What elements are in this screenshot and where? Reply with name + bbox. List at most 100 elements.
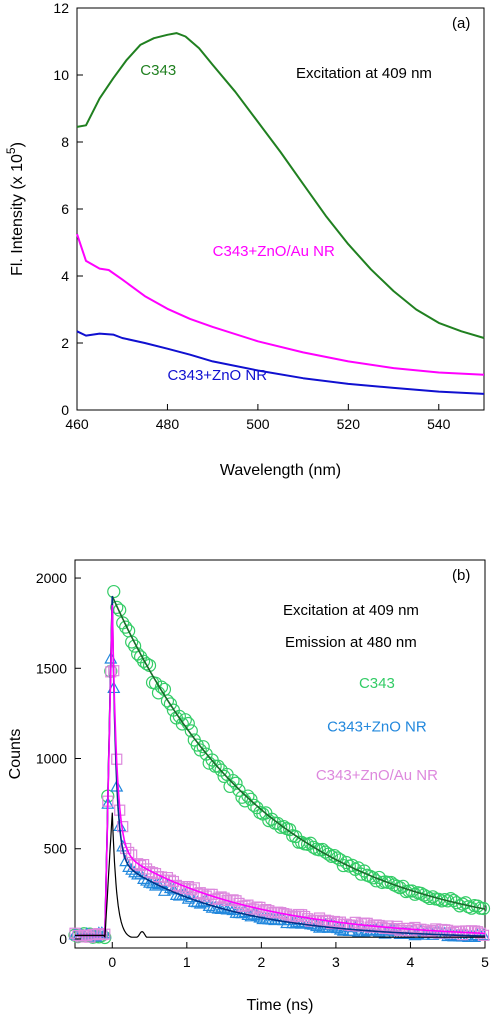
data-point [128, 639, 142, 653]
data-point [223, 901, 237, 914]
data-point [146, 876, 160, 889]
panel-a-series-labels: C343 C343+ZnO/Au NR C343+ZnO NR [140, 62, 335, 384]
data-point [229, 776, 243, 790]
series-label: C343+ZnO/Au NR [213, 243, 335, 260]
y-tick-label: 0 [59, 931, 67, 947]
data-point [381, 875, 395, 889]
data-point [400, 925, 412, 937]
data-point [149, 867, 162, 880]
fit-line [75, 596, 485, 938]
data-point [349, 916, 361, 928]
data-point [93, 928, 105, 940]
data-point [346, 920, 358, 932]
y-tick-label: 12 [53, 0, 69, 16]
data-point [139, 657, 154, 671]
series-label: C343+ZnO NR [327, 718, 427, 735]
panel-a: 460 480 500 520 540 0 2 4 6 8 10 12 (a) Excitation … [4, 0, 485, 479]
panel-a-y-axis-label: Fl. Intensity (x 105) [4, 142, 26, 276]
x-tick-label: 480 [156, 416, 180, 432]
data-point [321, 847, 336, 861]
data-point [306, 840, 321, 854]
fit-line [75, 812, 485, 938]
panel-b-label: (b) [452, 567, 470, 584]
panel-b-annotation-excitation: Excitation at 409 nm [283, 602, 419, 619]
data-point [196, 740, 210, 754]
panel-b-x-axis-label: Time (ns) [247, 997, 314, 1014]
x-tick-label: 2 [257, 954, 265, 970]
y-tick-label: 10 [53, 67, 69, 83]
data-point [250, 908, 264, 921]
data-point [227, 894, 239, 906]
data-point [318, 917, 332, 930]
y-tick-label: 500 [44, 841, 68, 857]
data-point [160, 694, 175, 708]
data-point [110, 600, 124, 614]
data-point [119, 620, 133, 634]
series-label: C343 [359, 675, 395, 692]
data-point [226, 903, 240, 916]
data-point [391, 920, 403, 932]
data-point [226, 773, 240, 788]
data-point [364, 921, 376, 933]
data-point [394, 924, 406, 936]
y-tick-label: 2000 [36, 570, 67, 586]
data-point [409, 921, 421, 934]
data-point [441, 894, 455, 908]
panel-b-markers [68, 584, 491, 945]
x-tick-label: 5 [481, 954, 489, 970]
data-point [217, 900, 231, 913]
data-point [241, 789, 255, 803]
x-tick-label: 540 [427, 416, 451, 432]
data-point [84, 931, 96, 943]
data-point [80, 926, 94, 939]
series-line [76, 233, 485, 376]
data-point [175, 717, 189, 731]
y-tick-label: 8 [61, 134, 69, 150]
data-point [405, 884, 419, 898]
data-point [445, 927, 457, 939]
panel-b-y-axis-label: Counts [7, 729, 24, 780]
data-point [184, 724, 198, 738]
x-tick-label: 500 [246, 416, 270, 432]
data-point [211, 759, 225, 773]
data-point [107, 584, 121, 599]
data-point [212, 892, 224, 904]
panel-a-label: (a) [452, 15, 470, 32]
series-line [76, 330, 485, 395]
x-tick-label: 1 [183, 954, 191, 970]
data-point [113, 603, 127, 617]
x-tick-label: 4 [407, 954, 415, 970]
data-point [233, 897, 245, 910]
y-tick-label: 2 [61, 335, 69, 351]
data-point [406, 925, 418, 937]
data-point [185, 884, 197, 896]
data-point [325, 918, 338, 930]
data-point [128, 865, 142, 878]
data-point [352, 920, 364, 932]
data-point [450, 896, 464, 910]
series-line [76, 32, 485, 339]
data-point [382, 920, 394, 932]
y-tick-label: 1500 [36, 660, 67, 676]
panel-a-annotation: Excitation at 409 nm [296, 65, 432, 82]
data-point [194, 887, 206, 899]
data-point [155, 871, 168, 883]
data-point [163, 881, 177, 894]
y-tick-label: 1000 [36, 751, 67, 767]
fit-line [75, 595, 486, 938]
y-tick-label: 4 [61, 268, 69, 284]
panel-b-ticks: 0 1 2 3 4 5 0 500 1000 1500 2000 [36, 570, 489, 970]
x-tick-label: 520 [337, 416, 361, 432]
data-point [476, 901, 491, 916]
x-tick-label: 460 [65, 416, 89, 432]
y-tick-label: 6 [61, 201, 69, 217]
panel-a-x-axis-label: Wavelength (nm) [220, 462, 341, 479]
data-point [75, 931, 87, 943]
data-point [122, 860, 136, 872]
data-point [69, 927, 81, 939]
panel-b-annotation-emission: Emission at 480 nm [285, 634, 417, 651]
panel-a-ticks: 460 480 500 520 540 0 2 4 6 8 10 12 [53, 0, 450, 432]
data-point [361, 917, 373, 929]
data-point [126, 849, 138, 861]
data-point [217, 769, 231, 784]
